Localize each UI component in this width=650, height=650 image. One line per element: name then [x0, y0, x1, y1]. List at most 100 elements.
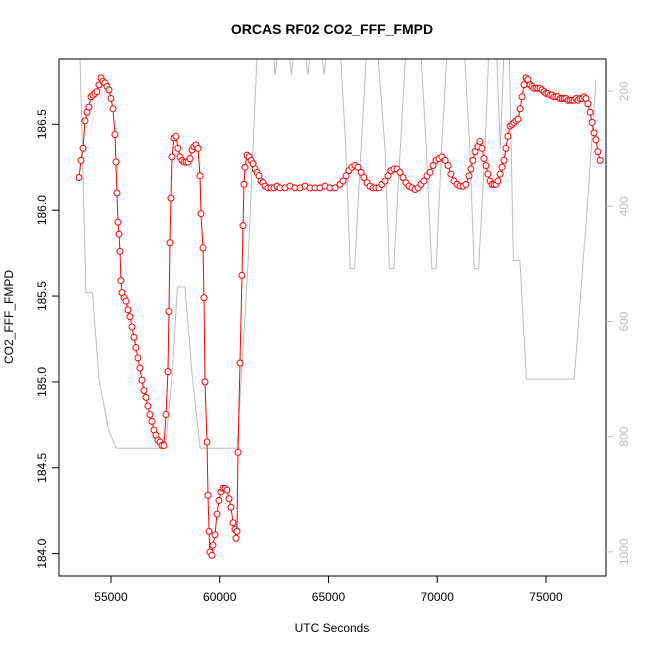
- data-point: [134, 354, 142, 362]
- data-point: [225, 495, 233, 503]
- data-point: [162, 411, 170, 419]
- chart-title: ORCAS RF02 CO2_FFF_FMPD: [231, 21, 433, 37]
- data-point: [469, 156, 477, 164]
- data-point: [396, 168, 404, 176]
- data-point: [342, 172, 350, 180]
- data-point: [164, 368, 172, 376]
- data-point: [165, 307, 173, 315]
- data-point: [588, 119, 596, 127]
- y2-tick-label: 400: [617, 196, 631, 216]
- plot-frame: [58, 58, 607, 577]
- data-point: [444, 161, 452, 169]
- data-point: [215, 496, 223, 504]
- data-point: [500, 156, 508, 164]
- y-tick-label: 184.0: [35, 538, 49, 568]
- data-point: [420, 177, 428, 185]
- data-point: [331, 184, 339, 192]
- data-point: [114, 218, 122, 226]
- data-point: [381, 177, 389, 185]
- data-point: [357, 168, 365, 176]
- data-point: [144, 402, 152, 410]
- x-tick-label: 55000: [94, 590, 128, 604]
- data-point: [77, 156, 85, 164]
- data-point: [124, 306, 132, 314]
- data-point: [594, 148, 602, 156]
- data-point: [467, 165, 475, 173]
- data-point: [148, 417, 156, 425]
- data-point: [498, 163, 506, 171]
- data-point: [339, 177, 347, 185]
- data-point: [186, 155, 194, 163]
- data-point: [142, 393, 150, 401]
- data-point: [236, 359, 244, 367]
- data-point: [239, 222, 247, 230]
- series-line: [78, 76, 601, 557]
- data-point: [426, 168, 434, 176]
- data-point: [482, 161, 490, 169]
- data-point: [234, 448, 242, 456]
- y-tick-label: 184.5: [35, 452, 49, 482]
- data-point: [160, 441, 168, 449]
- data-point: [211, 531, 219, 539]
- data-point: [494, 177, 502, 185]
- data-point: [136, 364, 144, 372]
- data-point: [204, 491, 212, 499]
- data-point: [223, 486, 231, 494]
- data-point: [447, 170, 455, 178]
- y2-tick-label: 600: [617, 311, 631, 331]
- data-point: [520, 81, 528, 89]
- data-point: [209, 541, 217, 549]
- data-point: [471, 148, 479, 156]
- data-point: [93, 88, 101, 96]
- data-point: [514, 115, 522, 123]
- plot-area: [75, 59, 604, 559]
- y-axis-label: CO2_FFF_FMPD: [2, 270, 16, 364]
- data-point: [167, 194, 175, 202]
- data-point: [199, 244, 207, 252]
- data-point: [584, 100, 592, 108]
- data-point: [205, 527, 213, 535]
- data-point: [213, 510, 221, 518]
- y-tick-label: 186.0: [35, 195, 49, 225]
- y-tick-label: 186.5: [35, 109, 49, 139]
- data-point: [229, 519, 237, 527]
- data-point: [81, 117, 89, 125]
- data-point: [130, 333, 138, 341]
- data-point: [116, 247, 124, 255]
- data-point: [238, 271, 246, 279]
- data-point: [85, 103, 93, 111]
- data-point: [516, 105, 524, 113]
- data-point: [196, 172, 204, 180]
- data-point: [174, 144, 182, 152]
- data-point: [122, 297, 130, 305]
- data-point: [233, 527, 241, 535]
- data-point: [232, 534, 240, 542]
- data-point: [504, 132, 512, 140]
- data-point: [586, 108, 594, 116]
- data-point: [360, 174, 368, 182]
- data-point: [112, 158, 120, 166]
- data-point: [146, 411, 154, 419]
- data-point: [79, 144, 87, 152]
- data-point: [590, 129, 598, 137]
- data-point: [484, 170, 492, 178]
- data-point: [75, 174, 83, 182]
- data-point: [354, 163, 362, 171]
- x-axis-label: UTC Seconds: [295, 621, 370, 635]
- y2-tick-label: 1000: [617, 538, 631, 565]
- data-point: [480, 155, 488, 163]
- data-point: [592, 136, 600, 144]
- data-point: [105, 86, 113, 94]
- data-point: [168, 153, 176, 161]
- data-point: [117, 277, 125, 285]
- data-point: [241, 163, 249, 171]
- y-tick-label: 185.0: [35, 367, 49, 397]
- data-point: [172, 132, 180, 140]
- data-point: [128, 323, 136, 331]
- data-point: [201, 378, 209, 386]
- data-point: [200, 294, 208, 302]
- data-point: [208, 551, 216, 559]
- data-point: [462, 180, 470, 188]
- data-point: [194, 144, 202, 152]
